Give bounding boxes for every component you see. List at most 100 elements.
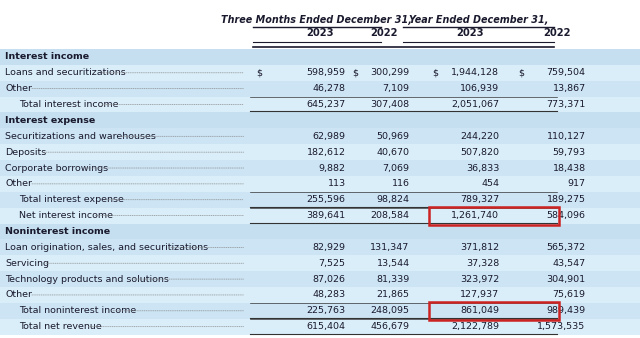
Text: Loans and securitizations: Loans and securitizations <box>5 68 126 77</box>
Text: 40,670: 40,670 <box>376 148 410 156</box>
Bar <box>0 97 640 113</box>
Bar <box>0 113 640 128</box>
Bar <box>0 160 640 176</box>
Text: 110,127: 110,127 <box>547 132 586 141</box>
Text: 182,612: 182,612 <box>307 148 346 156</box>
Text: 9,882: 9,882 <box>319 164 346 172</box>
Text: Securitizations and warehouses: Securitizations and warehouses <box>5 132 156 141</box>
Text: 98,824: 98,824 <box>376 195 410 204</box>
Bar <box>0 287 640 303</box>
Text: Other: Other <box>5 179 32 188</box>
Bar <box>0 255 640 271</box>
Bar <box>0 49 640 65</box>
Text: 208,584: 208,584 <box>371 211 410 220</box>
Text: 7,525: 7,525 <box>319 259 346 268</box>
Bar <box>0 10 640 49</box>
Text: 248,095: 248,095 <box>371 306 410 315</box>
Text: 18,438: 18,438 <box>552 164 586 172</box>
Text: 106,939: 106,939 <box>460 84 499 93</box>
Text: Loan origination, sales, and securitizations: Loan origination, sales, and securitizat… <box>5 243 208 252</box>
Text: 13,544: 13,544 <box>376 259 410 268</box>
Text: 75,619: 75,619 <box>552 290 586 299</box>
Text: 2,051,067: 2,051,067 <box>451 100 499 109</box>
Text: 225,763: 225,763 <box>307 306 346 315</box>
Text: 43,547: 43,547 <box>552 259 586 268</box>
Text: Interest income: Interest income <box>5 52 89 62</box>
Text: 989,439: 989,439 <box>547 306 586 315</box>
Text: Total interest income: Total interest income <box>19 100 118 109</box>
Text: 371,812: 371,812 <box>460 243 499 252</box>
Text: 7,109: 7,109 <box>383 84 410 93</box>
Text: $: $ <box>256 68 262 77</box>
Text: 36,833: 36,833 <box>466 164 499 172</box>
Bar <box>429 302 559 320</box>
Text: 62,989: 62,989 <box>312 132 346 141</box>
Text: 565,372: 565,372 <box>547 243 586 252</box>
Text: 37,328: 37,328 <box>466 259 499 268</box>
Bar <box>0 176 640 192</box>
Bar <box>0 192 640 208</box>
Text: 1,944,128: 1,944,128 <box>451 68 499 77</box>
Text: Other: Other <box>5 290 32 299</box>
Text: 861,049: 861,049 <box>460 306 499 315</box>
Text: 7,069: 7,069 <box>383 164 410 172</box>
Text: 46,278: 46,278 <box>312 84 346 93</box>
Text: 87,026: 87,026 <box>312 274 346 284</box>
Text: 789,327: 789,327 <box>460 195 499 204</box>
Text: 2023: 2023 <box>307 28 333 38</box>
Text: Interest expense: Interest expense <box>5 116 95 125</box>
Text: 2022: 2022 <box>371 28 397 38</box>
Bar <box>0 319 640 335</box>
Text: 2,122,789: 2,122,789 <box>451 322 499 331</box>
Bar <box>0 223 640 239</box>
Text: 917: 917 <box>568 179 586 188</box>
Text: 81,339: 81,339 <box>376 274 410 284</box>
Text: Corporate borrowings: Corporate borrowings <box>5 164 108 172</box>
Text: 456,679: 456,679 <box>371 322 410 331</box>
Text: 127,937: 127,937 <box>460 290 499 299</box>
Text: Three Months Ended December 31,: Three Months Ended December 31, <box>221 15 412 25</box>
Text: 189,275: 189,275 <box>547 195 586 204</box>
Text: 244,220: 244,220 <box>460 132 499 141</box>
Text: Year Ended December 31,: Year Ended December 31, <box>409 15 548 25</box>
Text: 598,959: 598,959 <box>307 68 346 77</box>
Bar <box>0 303 640 319</box>
Text: 2022: 2022 <box>543 28 570 38</box>
Text: Technology products and solutions: Technology products and solutions <box>5 274 169 284</box>
Text: Net interest income: Net interest income <box>19 211 113 220</box>
Bar <box>0 208 640 223</box>
Text: 2023: 2023 <box>457 28 484 38</box>
Bar <box>429 207 559 224</box>
Text: 615,404: 615,404 <box>307 322 346 331</box>
Bar <box>0 81 640 97</box>
Text: $: $ <box>352 68 358 77</box>
Text: 507,820: 507,820 <box>460 148 499 156</box>
Text: Total interest expense: Total interest expense <box>19 195 124 204</box>
Text: $: $ <box>432 68 438 77</box>
Bar <box>0 128 640 144</box>
Text: Servicing: Servicing <box>5 259 49 268</box>
Text: Total net revenue: Total net revenue <box>19 322 102 331</box>
Text: 59,793: 59,793 <box>552 148 586 156</box>
Text: 1,573,535: 1,573,535 <box>538 322 586 331</box>
Text: 21,865: 21,865 <box>376 290 410 299</box>
Bar <box>0 65 640 81</box>
Text: 13,867: 13,867 <box>552 84 586 93</box>
Text: 82,929: 82,929 <box>312 243 346 252</box>
Text: 645,237: 645,237 <box>307 100 346 109</box>
Text: 300,299: 300,299 <box>371 68 410 77</box>
Text: 759,504: 759,504 <box>547 68 586 77</box>
Text: 389,641: 389,641 <box>307 211 346 220</box>
Text: 307,408: 307,408 <box>371 100 410 109</box>
Bar <box>0 239 640 255</box>
Text: 773,371: 773,371 <box>547 100 586 109</box>
Text: 48,283: 48,283 <box>312 290 346 299</box>
Text: 131,347: 131,347 <box>371 243 410 252</box>
Text: Other: Other <box>5 84 32 93</box>
Text: 323,972: 323,972 <box>460 274 499 284</box>
Text: Deposits: Deposits <box>5 148 46 156</box>
Text: 1,261,740: 1,261,740 <box>451 211 499 220</box>
Text: 584,096: 584,096 <box>547 211 586 220</box>
Text: 113: 113 <box>328 179 346 188</box>
Text: 454: 454 <box>481 179 499 188</box>
